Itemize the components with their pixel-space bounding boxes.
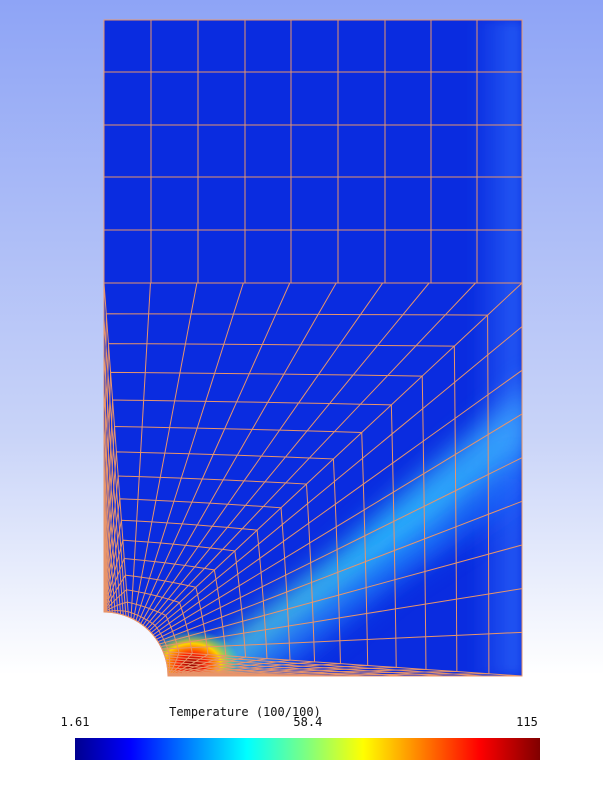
colorbar-ticks: 1.61 58.4 115 bbox=[61, 715, 538, 729]
mesh bbox=[103, 19, 523, 677]
mesh-line bbox=[103, 426, 369, 677]
mesh-line bbox=[103, 371, 427, 677]
colorbar-title: Temperature (100/100) bbox=[169, 705, 321, 719]
colorbar bbox=[75, 738, 540, 760]
colorbar-tick-label: 58.4 bbox=[293, 715, 322, 729]
mesh-line bbox=[103, 558, 227, 677]
mesh-line bbox=[103, 399, 397, 677]
mesh-line bbox=[103, 475, 316, 677]
colorbar-tick-label: 115 bbox=[516, 715, 538, 729]
mesh-line bbox=[103, 589, 193, 677]
mesh-line bbox=[103, 343, 458, 677]
plate-outline bbox=[103, 19, 523, 677]
temperature-field bbox=[104, 20, 522, 676]
mesh-line bbox=[103, 451, 341, 677]
mesh-line bbox=[103, 574, 209, 677]
colorbar-tick-label: 1.61 bbox=[61, 715, 90, 729]
mesh-line bbox=[103, 313, 490, 677]
mesh-line bbox=[103, 498, 291, 677]
mesh-line bbox=[103, 610, 171, 677]
mesh-line bbox=[103, 539, 247, 677]
mesh-line bbox=[103, 519, 268, 677]
mesh-line bbox=[103, 601, 180, 677]
